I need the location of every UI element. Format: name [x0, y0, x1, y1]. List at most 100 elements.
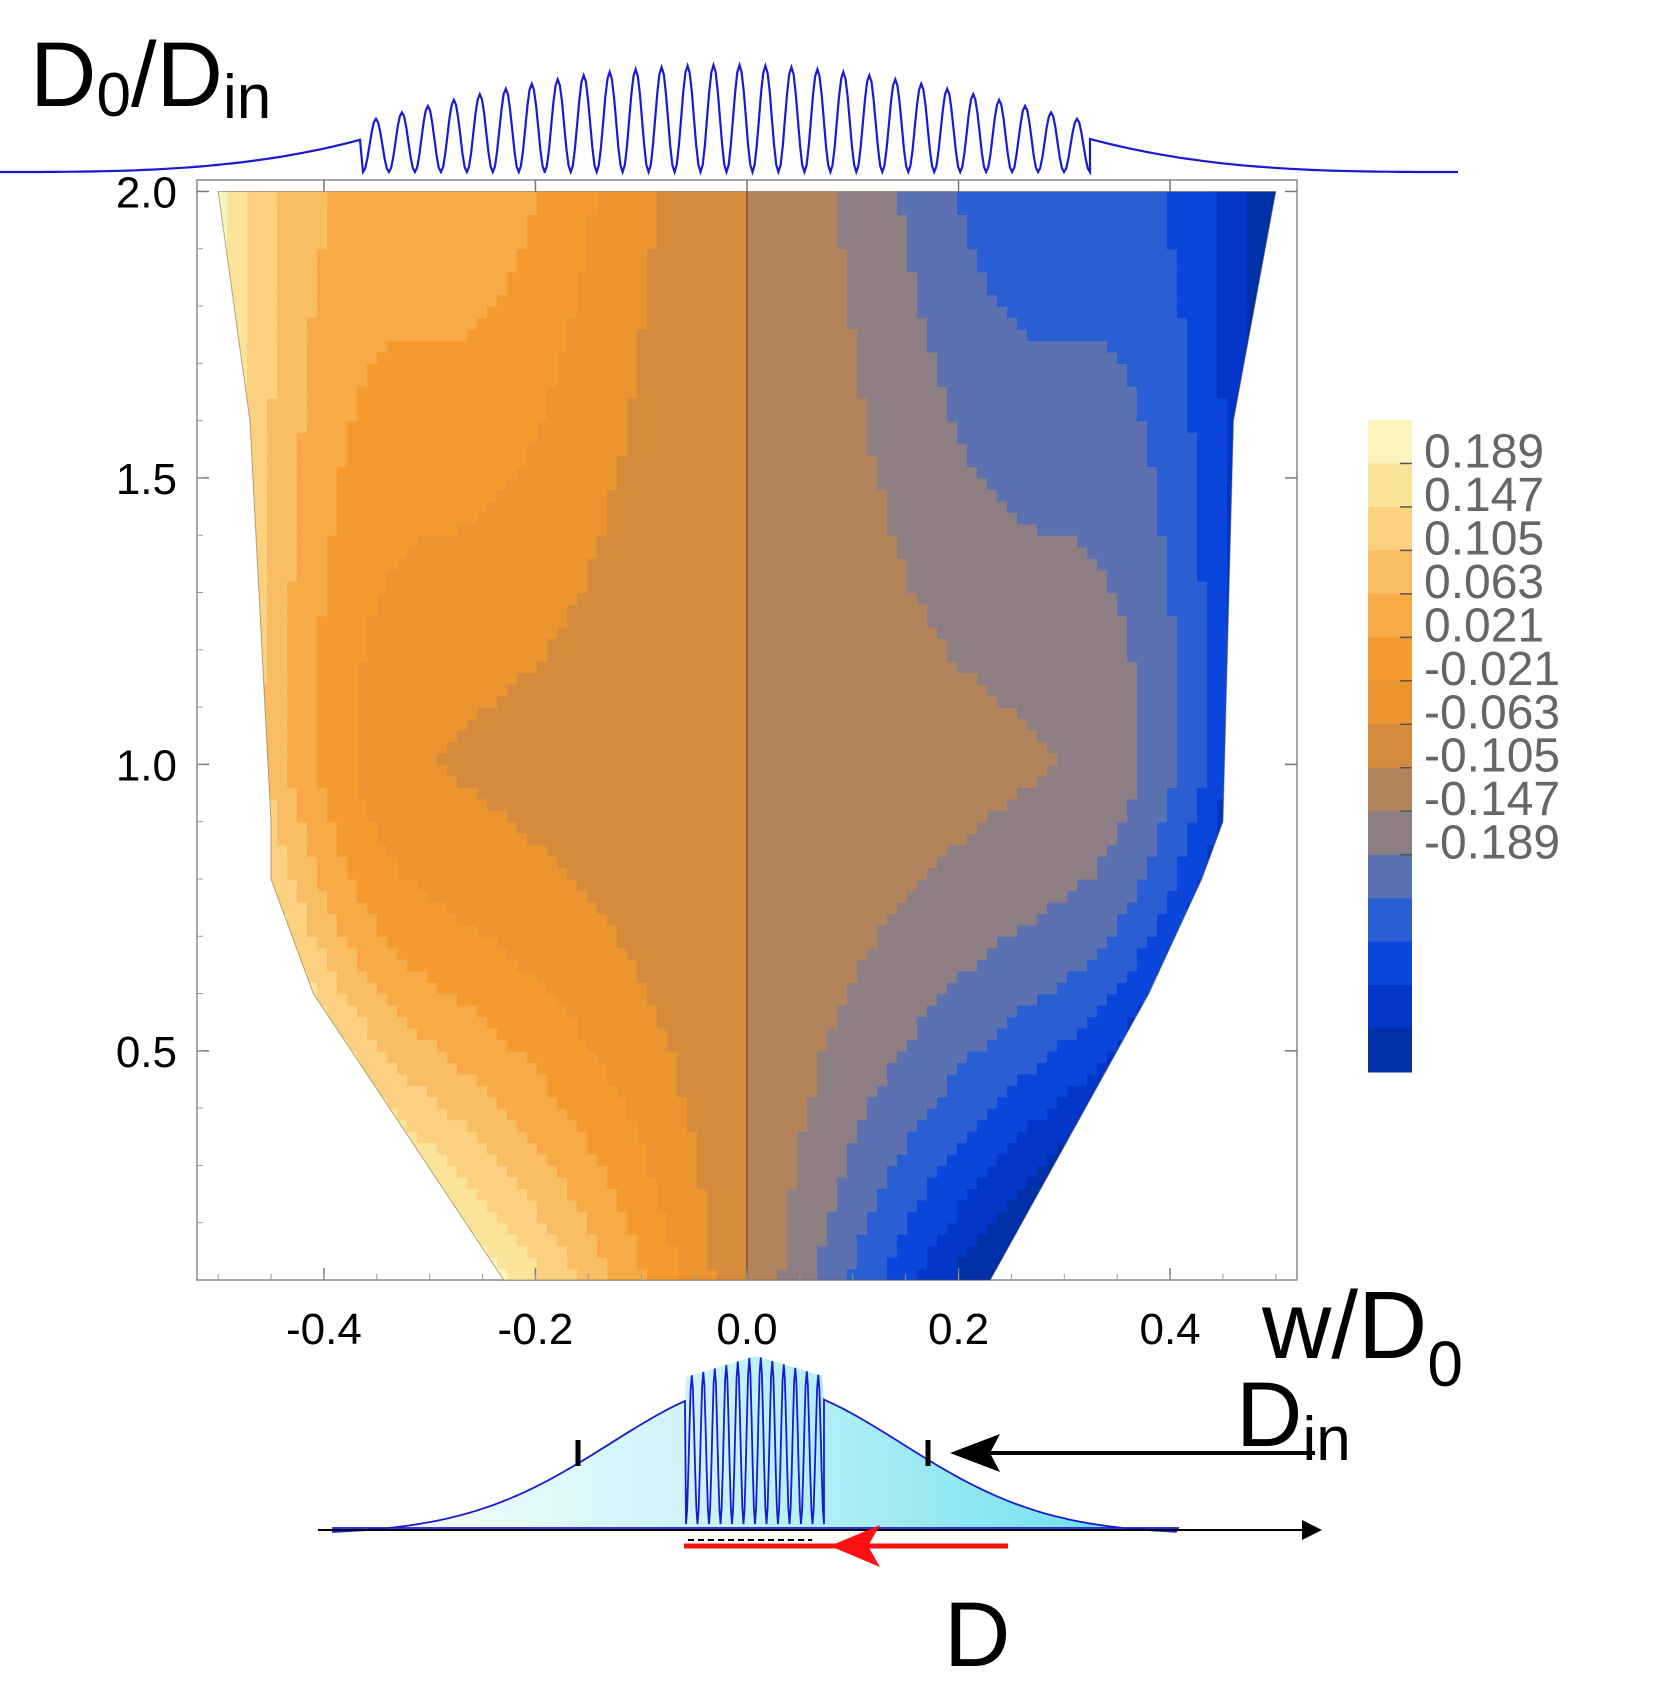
contour-cell — [817, 1131, 828, 1144]
contour-cell — [547, 856, 558, 869]
contour-cell — [1137, 810, 1148, 823]
contour-cell — [827, 1268, 838, 1280]
contour-cell — [557, 752, 568, 765]
contour-cell — [247, 1142, 258, 1155]
contour-cell — [1017, 947, 1028, 960]
contour-cell — [507, 1154, 518, 1167]
contour-cell — [357, 1154, 368, 1167]
contour-cell — [967, 798, 978, 811]
contour-cell — [767, 1085, 778, 1098]
contour-cell — [907, 1176, 918, 1189]
contour-cell — [457, 810, 468, 823]
contour-cell — [887, 970, 898, 983]
contour-cell — [1267, 901, 1276, 914]
contour-cell — [357, 1027, 368, 1040]
contour-cell — [317, 1108, 328, 1121]
contour-cell — [847, 833, 858, 846]
contour-cell — [667, 1245, 678, 1258]
contour-cell — [577, 775, 588, 788]
contour-cell — [777, 1188, 788, 1201]
contour-cell — [1167, 1131, 1178, 1144]
contour-cell — [337, 913, 348, 926]
contour-cell — [867, 1039, 878, 1052]
contour-cell — [867, 1062, 878, 1075]
contour-cell — [218, 959, 228, 972]
contour-cell — [987, 1199, 998, 1212]
contour-cell — [767, 833, 778, 846]
contour-cell — [967, 924, 978, 937]
contour-cell — [777, 856, 788, 869]
contour-cell — [347, 1119, 358, 1132]
contour-cell — [767, 1154, 778, 1167]
contour-cell — [457, 1096, 468, 1109]
contour-cell — [267, 913, 278, 926]
contour-cell — [747, 798, 758, 811]
contour-cell — [377, 1245, 388, 1258]
contour-cell — [627, 1016, 638, 1029]
contour-cell — [407, 1050, 418, 1063]
contour-cell — [897, 1234, 908, 1247]
contour-cell — [207, 1177, 218, 1189]
contour-cell — [587, 1222, 598, 1235]
contour-cell — [527, 890, 538, 903]
contour-cell — [617, 1154, 628, 1167]
contour-cell — [977, 775, 988, 788]
contour-cell — [327, 1268, 338, 1280]
contour-cell — [577, 959, 588, 972]
contour-cell — [307, 833, 318, 846]
contour-cell — [227, 810, 238, 823]
contour-cell — [1087, 1142, 1098, 1155]
contour-cell — [667, 1188, 678, 1201]
contour-cell — [1237, 993, 1248, 1006]
contour-cell — [1227, 1188, 1238, 1201]
contour-cell — [377, 936, 388, 949]
contour-cell — [907, 959, 918, 972]
contour-cell — [1057, 867, 1068, 880]
contour-cell — [1047, 1234, 1058, 1247]
contour-cell — [557, 1165, 568, 1178]
contour-cell — [307, 752, 318, 765]
contour-cell — [1197, 1245, 1208, 1258]
contour-cell — [457, 798, 468, 811]
contour-cell — [627, 936, 638, 949]
contour-cell — [1157, 913, 1168, 926]
contour-cell — [857, 775, 868, 788]
contour-cell — [417, 913, 428, 926]
contour-cell — [857, 810, 868, 823]
contour-cell — [427, 1039, 438, 1052]
contour-cell — [1157, 856, 1168, 869]
contour-cell — [1137, 1222, 1148, 1235]
contour-cell — [837, 764, 848, 777]
contour-cell — [647, 901, 658, 914]
contour-cell — [617, 1176, 628, 1189]
contour-cell — [757, 810, 768, 823]
contour-cell — [657, 764, 668, 777]
contour-cell — [437, 1005, 448, 1018]
contour-cell — [1227, 1096, 1238, 1109]
contour-cell — [457, 752, 468, 765]
contour-cell — [1037, 1039, 1048, 1052]
contour-cell — [587, 1165, 598, 1178]
contour-cell — [297, 1119, 308, 1132]
contour-cell — [397, 1085, 408, 1098]
contour-cell — [747, 1176, 758, 1189]
contour-cell — [1137, 959, 1148, 972]
contour-cell — [947, 775, 958, 788]
contour-cell — [797, 1119, 808, 1132]
contour-cell — [407, 890, 418, 903]
contour-cell — [487, 890, 498, 903]
contour-cell — [937, 924, 948, 937]
contour-cell — [767, 1142, 778, 1155]
contour-cell — [218, 844, 228, 857]
contour-cell — [557, 1234, 568, 1247]
contour-cell — [437, 936, 448, 949]
contour-cell — [497, 1245, 508, 1258]
contour-cell — [827, 1131, 838, 1144]
contour-cell — [337, 1085, 348, 1098]
contour-cell — [327, 833, 338, 846]
contour-cell — [717, 959, 728, 972]
contour-cell — [897, 798, 908, 811]
contour-cell — [677, 844, 688, 857]
contour-cell — [1057, 936, 1068, 949]
contour-cell — [747, 787, 758, 800]
